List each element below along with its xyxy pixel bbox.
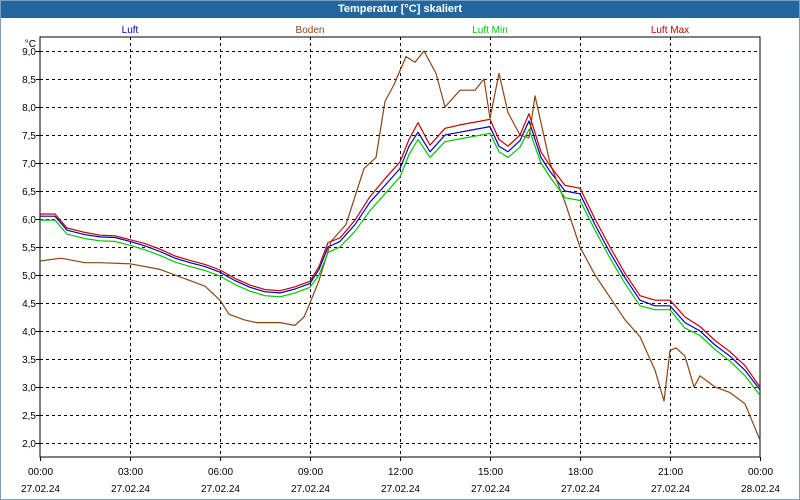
x-tick-label-date: 27.02.24 <box>201 484 240 495</box>
series-line-luft <box>40 120 761 391</box>
y-tick-label: 2,0 <box>22 439 36 450</box>
legend-entry: Boden <box>296 25 325 36</box>
y-tick-label: 3,5 <box>22 355 36 366</box>
x-tick-label-time: 03:00 <box>118 467 143 478</box>
y-tick-label: 5,5 <box>22 243 36 254</box>
y-tick-label: 8,5 <box>22 75 36 86</box>
y-tick-label: 4,5 <box>22 299 36 310</box>
y-tick-label: 5,0 <box>22 271 36 282</box>
series-line-luft-max <box>40 113 761 388</box>
x-tick-label-time: 00:00 <box>748 467 773 478</box>
x-tick-label-date: 27.02.24 <box>471 484 510 495</box>
y-tick-label: 6,5 <box>22 187 36 198</box>
y-axis-label: °C <box>25 39 36 50</box>
y-tick-label: 3,0 <box>22 383 36 394</box>
series-line-luft-min <box>40 128 761 396</box>
x-tick-label-time: 09:00 <box>298 467 323 478</box>
legend-entry: Luft Min <box>472 25 508 36</box>
x-tick-label-date: 27.02.24 <box>111 484 150 495</box>
x-tick-label-date: 27.02.24 <box>651 484 690 495</box>
legend-entry: Luft Max <box>651 25 689 36</box>
legend-entry: Luft <box>122 25 139 36</box>
x-tick-label-time: 00:00 <box>28 467 53 478</box>
x-tick-label-time: 06:00 <box>208 467 233 478</box>
series-line-boden <box>39 50 761 441</box>
x-tick-label-date: 27.02.24 <box>291 484 330 495</box>
x-tick-label-date: 27.02.24 <box>561 484 600 495</box>
y-tick-label: 4,0 <box>22 327 36 338</box>
y-tick-label: 7,5 <box>22 131 36 142</box>
x-tick-label-date: 27.02.24 <box>381 484 420 495</box>
y-tick-label: 7,0 <box>22 159 36 170</box>
x-tick-label-time: 15:00 <box>478 467 503 478</box>
y-tick-label: 8,0 <box>22 103 36 114</box>
x-tick-label-date: 27.02.24 <box>21 484 60 495</box>
y-tick-label: 2,5 <box>22 411 36 422</box>
y-tick-label: 6,0 <box>22 215 36 226</box>
x-tick-label-time: 18:00 <box>568 467 593 478</box>
chart-title-bar: Temperatur [°C] skaliert <box>1 1 799 18</box>
x-tick-label-time: 12:00 <box>388 467 413 478</box>
x-tick-label-time: 21:00 <box>658 467 683 478</box>
y-tick-label: 9,0 <box>22 47 36 58</box>
x-tick-label-date: 28.02.24 <box>741 484 780 495</box>
